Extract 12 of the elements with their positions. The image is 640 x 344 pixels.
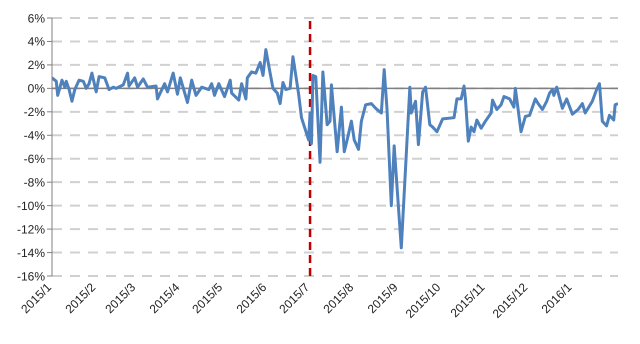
y-tick-label: -12% bbox=[16, 222, 46, 236]
y-tick-label: 4% bbox=[28, 34, 46, 49]
y-tick-label: -10% bbox=[16, 198, 46, 213]
y-tick-label: -14% bbox=[16, 246, 46, 260]
y-tick-label: -4% bbox=[24, 128, 46, 143]
y-tick-label: 0% bbox=[28, 82, 46, 96]
y-tick-label: -6% bbox=[24, 152, 46, 166]
y-tick-label: -8% bbox=[24, 175, 46, 190]
y-tick-label: -16% bbox=[16, 269, 46, 284]
y-tick-label: -2% bbox=[24, 105, 46, 120]
y-tick-label: 2% bbox=[28, 58, 46, 72]
y-tick-label: 6% bbox=[28, 11, 46, 26]
